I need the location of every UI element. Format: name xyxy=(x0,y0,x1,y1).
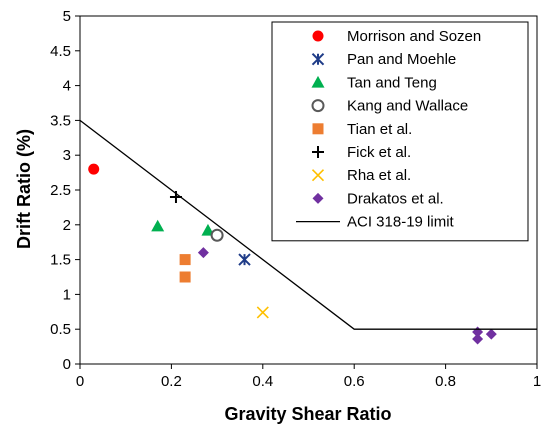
series-morrison-and-sozen xyxy=(88,163,100,175)
data-point xyxy=(256,306,269,319)
x-tick-label: 0 xyxy=(76,373,84,390)
y-tick-label: 1.5 xyxy=(50,252,71,269)
y-tick-label: 0 xyxy=(63,356,71,373)
legend-symbol xyxy=(312,30,324,42)
data-point xyxy=(197,247,209,259)
legend-label: Pan and Moehle xyxy=(347,51,456,68)
y-tick-label: 2 xyxy=(63,217,71,234)
y-tick-label: 4.5 xyxy=(50,43,71,60)
series-layer xyxy=(79,119,537,345)
legend-label: Rha et al. xyxy=(347,167,411,184)
y-tick-label: 5 xyxy=(63,8,71,25)
legend-label: Drakatos et al. xyxy=(347,190,444,207)
y-tick-label: 2.5 xyxy=(50,182,71,199)
series-rha-et-al- xyxy=(256,306,269,319)
legend-symbol xyxy=(311,169,325,182)
legend-symbol xyxy=(311,52,325,66)
x-tick-label: 1 xyxy=(533,373,541,390)
series-pan-and-moehle xyxy=(238,253,251,266)
series-tian-et-al- xyxy=(179,254,191,283)
legend-symbol xyxy=(312,192,324,204)
y-tick-label: 3.5 xyxy=(50,112,71,129)
legend-symbol xyxy=(311,99,325,113)
legend-label: Morrison and Sozen xyxy=(347,28,481,45)
y-tick-label: 4 xyxy=(63,78,71,95)
legend-symbol xyxy=(311,75,325,88)
data-point xyxy=(210,228,224,242)
legend-label: Fick et al. xyxy=(347,144,411,161)
y-axis-title: Drift Ratio (%) xyxy=(14,129,34,249)
data-point xyxy=(472,333,484,345)
x-tick-label: 0.8 xyxy=(435,373,456,390)
series-aci-318-19-limit xyxy=(79,119,537,330)
data-point xyxy=(179,271,191,283)
y-tick-label: 3 xyxy=(63,147,71,164)
series-tan-and-teng xyxy=(151,219,215,236)
legend-symbol xyxy=(312,123,324,135)
data-point xyxy=(88,163,100,175)
legend-label: Tan and Teng xyxy=(347,74,437,91)
legend-label: Tian et al. xyxy=(347,121,412,138)
y-tick-label: 0.5 xyxy=(50,321,71,338)
y-tick-label: 1 xyxy=(63,286,71,303)
data-point xyxy=(151,219,165,232)
axis-ticks: 0 0.5 1 1.5 2 2.5 3 3.5 4 4.5 5 0 0.2 0.4 0.6 0.8 1 xyxy=(50,8,541,390)
legend-symbol xyxy=(312,146,324,158)
x-axis-title: Gravity Shear Ratio xyxy=(224,404,391,424)
legend-label: ACI 318-19 limit xyxy=(347,214,455,231)
x-tick-label: 0.2 xyxy=(161,373,182,390)
data-point xyxy=(238,253,251,266)
x-tick-label: 0.6 xyxy=(344,373,365,390)
x-tick-label: 0.4 xyxy=(252,373,273,390)
legend: Morrison and Sozen Pan and Moehle Tan and … xyxy=(271,21,529,242)
limit-line xyxy=(79,119,537,330)
data-point xyxy=(485,328,497,340)
series-kang-and-wallace xyxy=(210,228,224,242)
data-point xyxy=(179,254,191,266)
legend-label: Kang and Wallace xyxy=(347,98,468,115)
